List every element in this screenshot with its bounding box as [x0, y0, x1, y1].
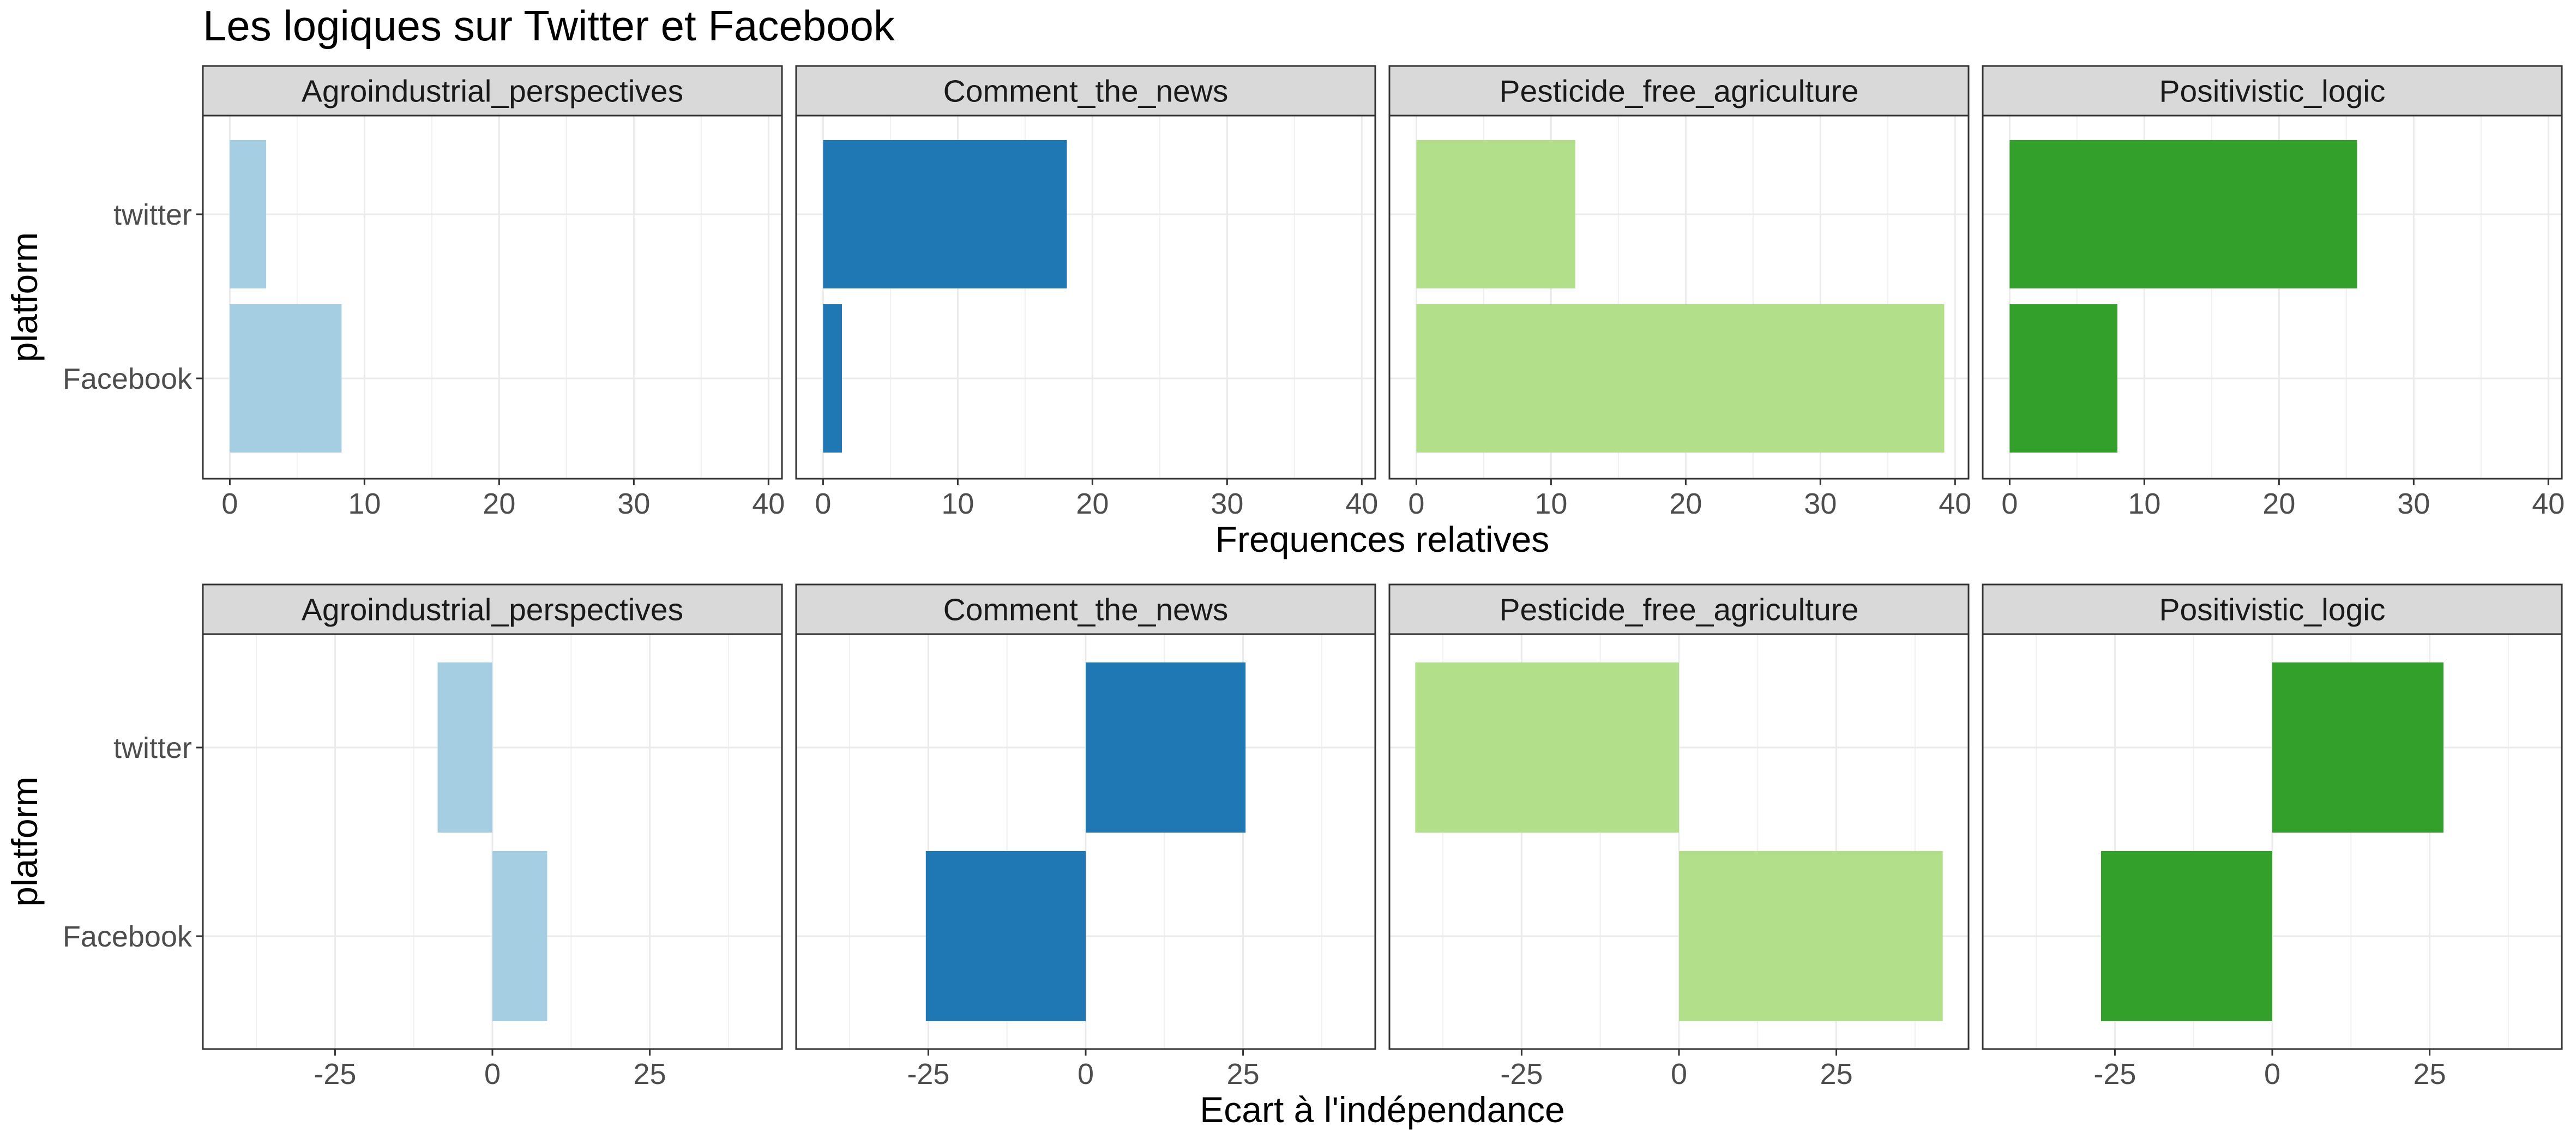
x-tick-label: 0 [2264, 1058, 2280, 1090]
x-tick-label: 25 [634, 1058, 666, 1090]
x-tick-label: 30 [1804, 487, 1837, 520]
bar-twitter [437, 662, 492, 833]
facet-panel: Comment_the_news 0 10 20 30 40 [795, 65, 1378, 520]
y-tick-label: twitter [113, 732, 192, 764]
bar-facebook [2009, 304, 2117, 453]
x-tick-label: -25 [2093, 1058, 2136, 1090]
panel-border [795, 114, 1376, 480]
x-tick-label: 20 [483, 487, 515, 520]
x-tick-label: 10 [2128, 487, 2160, 520]
x-tick-label: 30 [617, 487, 650, 520]
panel-row-2: platform twitter Facebook Agroindustrial_pe… [4, 583, 2563, 1130]
x-axis-title: Frequences relatives [1215, 519, 1550, 559]
x-tick-label: 0 [2001, 487, 2018, 520]
plot-area: platform twitter Facebook Agroindustrial_pe… [4, 65, 2565, 1130]
bar-twitter [1086, 662, 1246, 833]
facet-strip-label: Comment_the_news [943, 74, 1229, 109]
panel-row-1: platform twitter Facebook Agroindustrial_pe… [4, 65, 2565, 559]
facet-panel: Pesticide_free_agriculture 0 10 20 30 40 [1388, 65, 1971, 520]
facet-strip [1982, 65, 2563, 117]
x-tick-label: 0 [1671, 1058, 1687, 1090]
facet-panel: Positivistic_logic 0 10 20 30 40 [1982, 65, 2565, 520]
x-tick-label: 40 [2532, 487, 2565, 520]
x-tick-label: 30 [2397, 487, 2430, 520]
x-tick-label: 0 [1078, 1058, 1094, 1090]
panel-border [1388, 114, 1970, 480]
facet-strip-label: Positivistic_logic [2159, 74, 2386, 109]
x-tick-label: -25 [1500, 1058, 1543, 1090]
bar-facebook [492, 851, 547, 1021]
facet-strip [795, 65, 1376, 117]
bar-twitter [2009, 140, 2357, 288]
x-tick-label: 25 [1820, 1058, 1853, 1090]
x-tick-label: 0 [484, 1058, 501, 1090]
facet-strip-label: Agroindustrial_perspectives [302, 74, 683, 109]
bar-facebook [925, 851, 1086, 1021]
panel-border [202, 114, 783, 480]
x-tick-label: 20 [1669, 487, 1702, 520]
bar-facebook [1679, 851, 1943, 1021]
x-tick-label: 25 [2414, 1058, 2446, 1090]
x-tick-label: 0 [815, 487, 831, 520]
bar-facebook [823, 304, 842, 453]
chart-title: Les logiques sur Twitter et Facebook [203, 2, 895, 50]
facet-strip-label: Comment_the_news [943, 593, 1229, 628]
x-tick-label: -25 [907, 1058, 949, 1090]
facet-strip [1388, 65, 1970, 117]
x-tick-label: 40 [752, 487, 785, 520]
facet-strip [202, 65, 783, 117]
y-axis-title: platform [4, 232, 45, 362]
facet-panel: Positivistic_logic -25 0 25 [1982, 583, 2563, 1090]
x-tick-label: 40 [1345, 487, 1378, 520]
x-tick-label: -25 [314, 1058, 356, 1090]
y-axis-title: platform [4, 776, 45, 906]
x-tick-label: 10 [348, 487, 381, 520]
facet-strip-label: Agroindustrial_perspectives [302, 593, 683, 628]
x-tick-label: 30 [1211, 487, 1243, 520]
facet-panel: Agroindustrial_perspectives -25 0 25 [202, 583, 783, 1090]
facet-strip-label: Pesticide_free_agriculture [1499, 74, 1858, 109]
x-tick-label: 0 [1408, 487, 1424, 520]
x-tick-label: 25 [1227, 1058, 1260, 1090]
x-tick-label: 10 [941, 487, 974, 520]
bar-twitter [1416, 140, 1575, 288]
bar-twitter [823, 140, 1067, 288]
panel-border [1982, 114, 2563, 480]
x-tick-label: 40 [1939, 487, 1971, 520]
bar-facebook [1416, 304, 1945, 453]
y-tick-label: Facebook [63, 920, 192, 953]
facet-strip [202, 583, 783, 635]
x-tick-label: 20 [1076, 487, 1109, 520]
bar-twitter [1415, 662, 1679, 833]
x-tick-label: 20 [2262, 487, 2295, 520]
facet-strip-label: Positivistic_logic [2159, 593, 2386, 628]
x-tick-label: 10 [1534, 487, 1567, 520]
y-tick-label: Facebook [63, 363, 192, 395]
facet-strip [1388, 583, 1970, 635]
facet-strip-label: Pesticide_free_agriculture [1499, 593, 1858, 628]
bar-facebook [2101, 851, 2272, 1021]
facet-panel: Comment_the_news -25 0 25 [795, 583, 1376, 1090]
facet-panel: Pesticide_free_agriculture -25 0 25 [1388, 583, 1970, 1090]
bar-facebook [230, 304, 342, 453]
x-axis-title: Ecart à l'indépendance [1200, 1089, 1564, 1130]
facet-panel: Agroindustrial_perspectives 0 10 20 30 40 [202, 65, 785, 520]
x-tick-label: 0 [221, 487, 238, 520]
facet-strip [795, 583, 1376, 635]
bar-twitter [230, 140, 267, 288]
y-tick-label: twitter [113, 198, 192, 231]
bar-twitter [2272, 662, 2443, 833]
